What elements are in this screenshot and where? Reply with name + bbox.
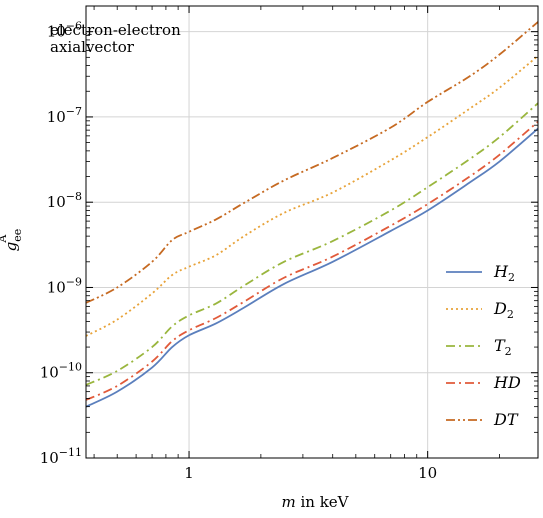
legend: H2 D2 T2 HD DT	[446, 262, 521, 429]
series-line-dt	[85, 21, 539, 304]
legend-label: HD	[493, 373, 521, 392]
x-tick-labels: 1 10	[184, 464, 437, 482]
y-axis-label: geeA	[0, 229, 24, 252]
y-tick-label: 10−10	[40, 361, 82, 382]
y-tick-label: 10−8	[47, 190, 82, 211]
x-axis-label: m in keV	[281, 493, 349, 511]
x-tick-label: 10	[418, 464, 437, 482]
series-line-h2	[85, 127, 539, 408]
legend-label: D2	[493, 299, 514, 321]
y-tick-label: 10−11	[40, 446, 82, 467]
legend-label: DT	[493, 410, 519, 429]
annotation-line-2: axialvector	[50, 38, 135, 56]
x-tick-label: 1	[184, 464, 194, 482]
svg-text:geeA: geeA	[0, 229, 24, 252]
series-line-d2	[85, 55, 539, 337]
y-tick-label: 10−7	[47, 105, 82, 126]
legend-label: H2	[493, 262, 515, 284]
series-lines	[85, 21, 539, 408]
annotation-line-1: electron-electron	[50, 21, 181, 39]
plot-frame	[85, 5, 539, 459]
ticks	[86, 6, 538, 459]
y-tick-labels: 10−11 10−10 10−9 10−8 10−7 10−6	[40, 20, 82, 467]
y-tick-label: 10−6	[47, 20, 82, 41]
series-line-t2	[85, 102, 539, 386]
grid	[86, 6, 538, 458]
y-tick-label: 10−9	[47, 275, 82, 296]
series-line-hd	[85, 120, 539, 401]
legend-label: T2	[494, 336, 512, 358]
